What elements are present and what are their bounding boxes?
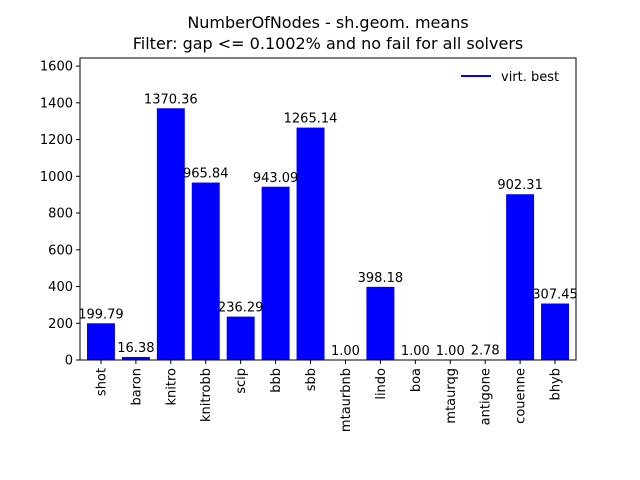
chart-subtitle: Filter: gap <= 0.1002% and no fail for a… — [133, 34, 523, 53]
y-tick-label: 1200 — [40, 133, 73, 148]
bar-couenne — [506, 194, 535, 360]
bar-bhyb — [541, 303, 570, 360]
value-label-antigone: 2.78 — [471, 343, 500, 358]
y-tick-label: 1400 — [40, 96, 73, 111]
bar-knitrobb — [191, 182, 220, 360]
bar-lindo — [366, 286, 395, 360]
value-label-sbb: 1265.14 — [284, 112, 338, 127]
x-tick-label-bbb: bbb — [269, 368, 284, 393]
chart-title: NumberOfNodes - sh.geom. means — [187, 13, 468, 32]
value-label-lindo: 398.18 — [358, 271, 404, 286]
y-tick-label: 0 — [65, 354, 73, 369]
value-label-baron: 16.38 — [117, 341, 154, 356]
x-axis: shot baron knitro knitrobb scip bbb sbb mtaurbn… — [94, 360, 564, 432]
bar-sbb — [296, 127, 325, 360]
value-label-mtaurbnb: 1.00 — [331, 344, 360, 359]
value-label-bhyb: 307.45 — [532, 288, 578, 303]
bar-baron — [121, 356, 150, 360]
x-tick-label-knitro: knitro — [164, 368, 179, 406]
x-tick-label-scip: scip — [234, 368, 249, 394]
value-label-knitro: 1370.36 — [144, 92, 198, 107]
x-tick-label-antigone: antigone — [479, 368, 494, 425]
bar-shot — [86, 323, 115, 360]
x-tick-label-couenne: couenne — [514, 368, 529, 424]
x-tick-label-sbb: sbb — [304, 368, 319, 391]
bar-knitro — [156, 108, 185, 360]
y-axis: 0 200 400 600 800 1000 1200 1400 1600 — [40, 60, 80, 369]
value-label-mtaurqg: 1.00 — [436, 344, 465, 359]
y-tick-label: 1600 — [40, 60, 73, 75]
legend: virt. best — [461, 70, 559, 85]
x-tick-label-shot: shot — [94, 368, 109, 396]
x-tick-label-boa: boa — [409, 368, 424, 392]
legend-label: virt. best — [501, 70, 559, 85]
y-tick-label: 400 — [48, 280, 73, 295]
bars-group — [86, 108, 570, 361]
x-tick-label-knitrobb: knitrobb — [199, 368, 214, 422]
value-label-couenne: 902.31 — [497, 178, 543, 193]
value-label-boa: 1.00 — [401, 344, 430, 359]
y-tick-label: 800 — [48, 207, 73, 222]
value-labels: 199.79 16.38 1370.36 965.84 236.29 943.09 1265… — [78, 92, 578, 359]
y-tick-label: 600 — [48, 243, 73, 258]
y-tick-label: 1000 — [40, 170, 73, 185]
x-tick-label-lindo: lindo — [374, 368, 389, 400]
bar-bbb — [261, 186, 290, 360]
plot-frame — [79, 57, 577, 361]
value-label-bbb: 943.09 — [253, 171, 299, 186]
value-label-scip: 236.29 — [218, 301, 264, 316]
x-tick-label-baron: baron — [129, 368, 144, 405]
bar-scip — [226, 316, 255, 360]
x-tick-label-mtaurqg: mtaurqg — [444, 368, 459, 424]
x-tick-label-mtaurbnb: mtaurbnb — [339, 368, 354, 432]
x-tick-label-bhyb: bhyb — [549, 368, 564, 400]
value-label-knitrobb: 965.84 — [183, 167, 229, 182]
y-tick-label: 200 — [48, 317, 73, 332]
value-label-shot: 199.79 — [78, 307, 124, 322]
